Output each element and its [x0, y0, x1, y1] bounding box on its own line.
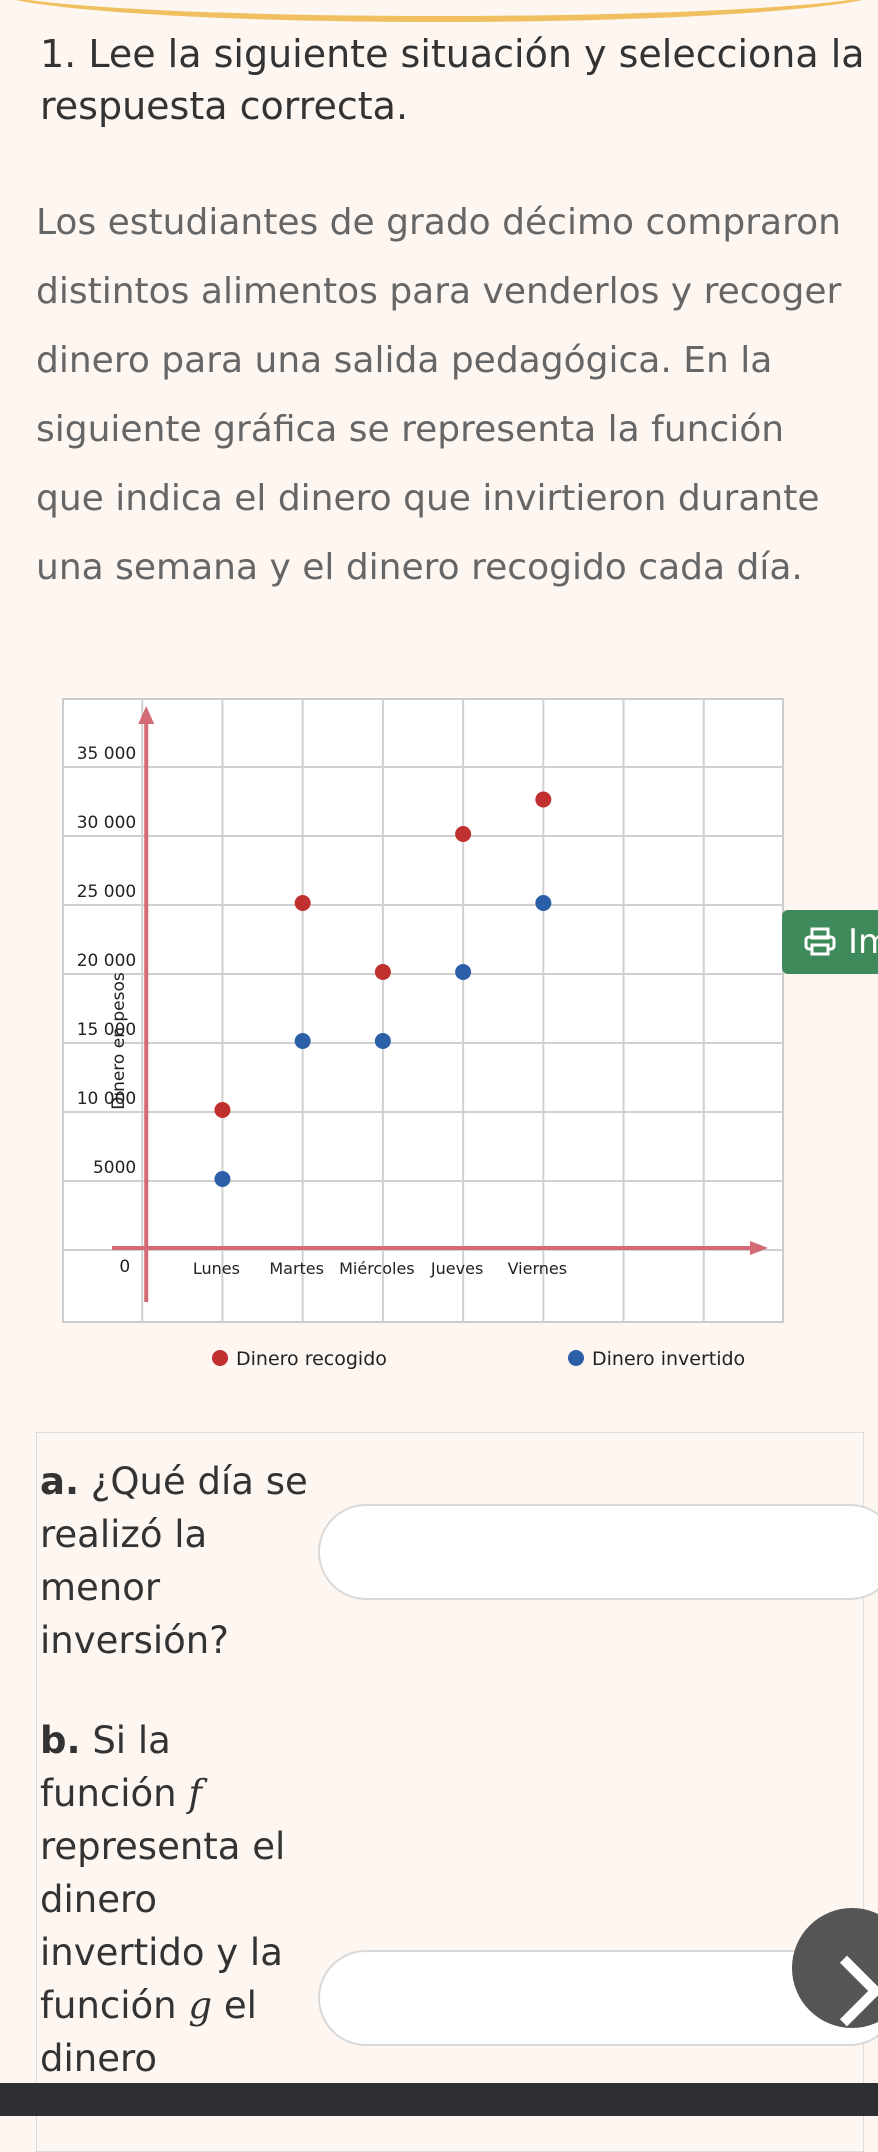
print-button[interactable]: Im	[782, 910, 878, 974]
chevron-icon	[811, 1955, 878, 2027]
x-tick-label: Miércoles	[339, 1259, 415, 1278]
y-tick-label: 10 000	[77, 1089, 136, 1109]
question-b-text-2: representa el dinero invertido y la func…	[40, 1825, 286, 2027]
legend-marker	[212, 1350, 228, 1366]
legend-marker	[568, 1350, 584, 1366]
question-b-letter: b.	[40, 1719, 81, 1762]
question-title: 1. Lee la siguiente situación y seleccio…	[40, 32, 865, 128]
data-point	[374, 1033, 391, 1049]
y-tick-label: 25 000	[77, 882, 136, 902]
y-tick-label: 20 000	[77, 951, 136, 971]
header-decoration	[0, 0, 878, 22]
bottom-bar	[0, 2083, 878, 2116]
scroll-button[interactable]	[792, 1908, 878, 2028]
function-g-symbol: g	[188, 1984, 213, 2027]
question-a: a. ¿Qué día se realizó la menor inversió…	[40, 1455, 310, 1667]
data-point	[455, 964, 472, 980]
y-axis-label: Dinero en pesos	[109, 972, 129, 1110]
legend-label: Dinero invertido	[592, 1348, 745, 1370]
x-tick-label: Martes	[269, 1259, 324, 1278]
print-button-label: Im	[848, 922, 878, 962]
x-axis-arrow	[750, 1241, 768, 1255]
x-tick-label: Viernes	[508, 1259, 568, 1278]
data-point	[374, 964, 391, 980]
y-axis-arrow	[138, 706, 155, 724]
data-point	[214, 1102, 231, 1118]
data-point	[535, 895, 552, 911]
chart-area	[62, 698, 784, 1323]
y-tick-label: 15 000	[77, 1020, 136, 1040]
question-a-letter: a.	[40, 1460, 80, 1503]
printer-icon	[804, 927, 836, 956]
question-b-text-1: Si la función	[40, 1719, 177, 1815]
data-point	[455, 826, 472, 842]
data-point	[214, 1171, 231, 1187]
data-point	[294, 1033, 311, 1049]
x-axis-label: Día	[782, 1239, 784, 1261]
y-tick-label: 35 000	[77, 744, 136, 764]
question-b: b. Si la función f representa el dinero …	[40, 1714, 310, 2085]
data-point	[535, 791, 552, 808]
answer-b-input[interactable]	[318, 1950, 878, 2046]
scatter-chart: 5000 10 000 15 000 20 000 25 000 30 000 35 000…	[62, 698, 784, 1370]
question-b-text-3: el dinero	[40, 1984, 257, 2080]
origin-label: 0	[119, 1257, 130, 1277]
answer-a-input[interactable]	[318, 1504, 878, 1600]
x-tick-label: Lunes	[193, 1259, 240, 1278]
question-description: Los estudiantes de grado décimo compraro…	[36, 202, 842, 588]
question-a-text: ¿Qué día se realizó la menor inversión?	[40, 1460, 308, 1662]
y-tick-label: 30 000	[77, 813, 136, 833]
x-tick-label: Jueves	[430, 1259, 483, 1278]
data-point	[294, 895, 311, 911]
function-f-symbol: f	[188, 1772, 203, 1815]
legend-label: Dinero recogido	[236, 1348, 387, 1370]
y-tick-label: 5000	[93, 1158, 136, 1178]
